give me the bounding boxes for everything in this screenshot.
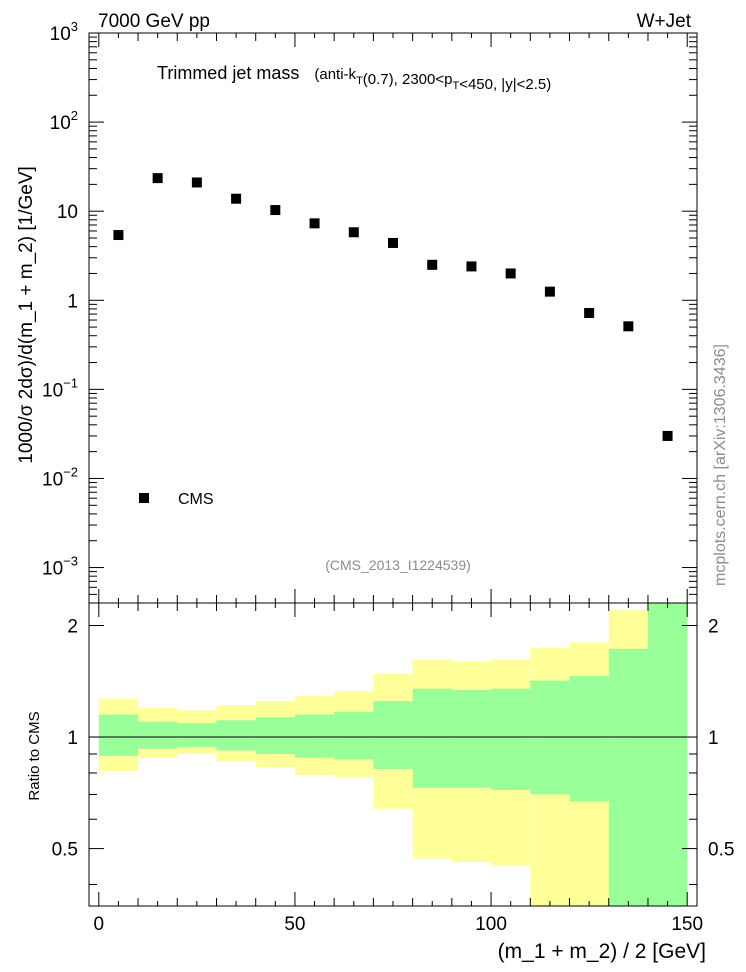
ratio-band-inner — [491, 688, 531, 790]
chart-axes — [88, 32, 698, 907]
x-tick-label: 50 — [284, 914, 305, 935]
analysis-annotation: (CMS_2013_I1224539) — [325, 557, 471, 573]
data-point — [152, 173, 163, 184]
side-note: mcplots.cern.ch [arXiv:1306.3436] — [712, 344, 729, 586]
header-right: W+Jet — [637, 11, 692, 32]
data-point — [388, 237, 398, 248]
plot-title: Trimmed jet mass (anti-kT(0.7), 2300<pT<… — [157, 63, 551, 93]
x-tick-label: 150 — [671, 914, 703, 935]
y-tick-label: 102 — [50, 108, 78, 134]
ratio-bands — [98, 603, 688, 906]
y-tick-label: 103 — [50, 19, 78, 45]
ratio-y-tick-label: 1 — [67, 728, 78, 749]
ratio-band-inner — [138, 721, 178, 749]
plot-title-main: Trimmed jet mass — [157, 63, 299, 83]
data-point — [270, 205, 281, 216]
data-point — [427, 259, 438, 270]
plot-title-detail: (anti-kT(0.7), 2300<pT<450, |y|<2.5) — [314, 66, 551, 93]
ratio-y-axis-title: Ratio to CMS — [26, 711, 43, 800]
main-frame — [88, 32, 698, 604]
y-tick-label: 10 — [57, 202, 78, 223]
x-tick-label: 0 — [94, 914, 105, 935]
data-point — [309, 218, 320, 229]
data-point — [113, 230, 124, 241]
data-point — [505, 268, 516, 279]
legend-marker — [139, 493, 149, 503]
y-tick-label: 10−3 — [42, 554, 78, 580]
y-tick-label: 10−2 — [42, 464, 78, 490]
header-left: 7000 GeV pp — [98, 11, 210, 32]
ratio-band-inner — [451, 689, 492, 788]
ratio-band-inner — [373, 701, 413, 769]
ratio-band-inner — [98, 714, 139, 756]
data-points — [113, 173, 673, 441]
ratio-y-tick-label-right: 2 — [708, 616, 719, 637]
data-point — [466, 261, 477, 272]
y-tick-label: 10−1 — [42, 375, 78, 401]
data-point — [623, 321, 634, 332]
data-point — [348, 227, 359, 238]
ratio-band-inner — [647, 603, 688, 906]
ratio-band-inner — [216, 720, 256, 751]
ratio-y-tick-label: 2 — [67, 616, 78, 637]
data-point — [231, 193, 242, 204]
ratio-band-inner — [412, 688, 452, 788]
x-axis-title: (m_1 + m_2) / 2 [GeV] — [498, 940, 706, 963]
legend-label: CMS — [178, 491, 214, 508]
ratio-band-inner — [569, 676, 609, 802]
y-axis-title: 1000/σ 2dσ)/d(m_1 + m_2) [1/GeV] — [16, 166, 37, 464]
ratio-band-inner — [608, 648, 648, 906]
ratio-band-inner — [334, 711, 374, 760]
data-point — [584, 307, 595, 318]
data-point — [544, 286, 555, 297]
ratio-y-tick-label: 0.5 — [52, 840, 78, 861]
ratio-band-inner — [294, 714, 335, 758]
ratio-band-inner — [177, 723, 217, 748]
data-point — [191, 177, 202, 188]
ratio-y-tick-label-right: 0.5 — [708, 840, 734, 861]
x-tick-label: 100 — [475, 914, 507, 935]
ratio-band-inner — [255, 717, 295, 755]
ratio-y-tick-label-right: 1 — [708, 728, 719, 749]
data-point — [662, 430, 673, 441]
y-tick-label: 1 — [67, 291, 78, 312]
